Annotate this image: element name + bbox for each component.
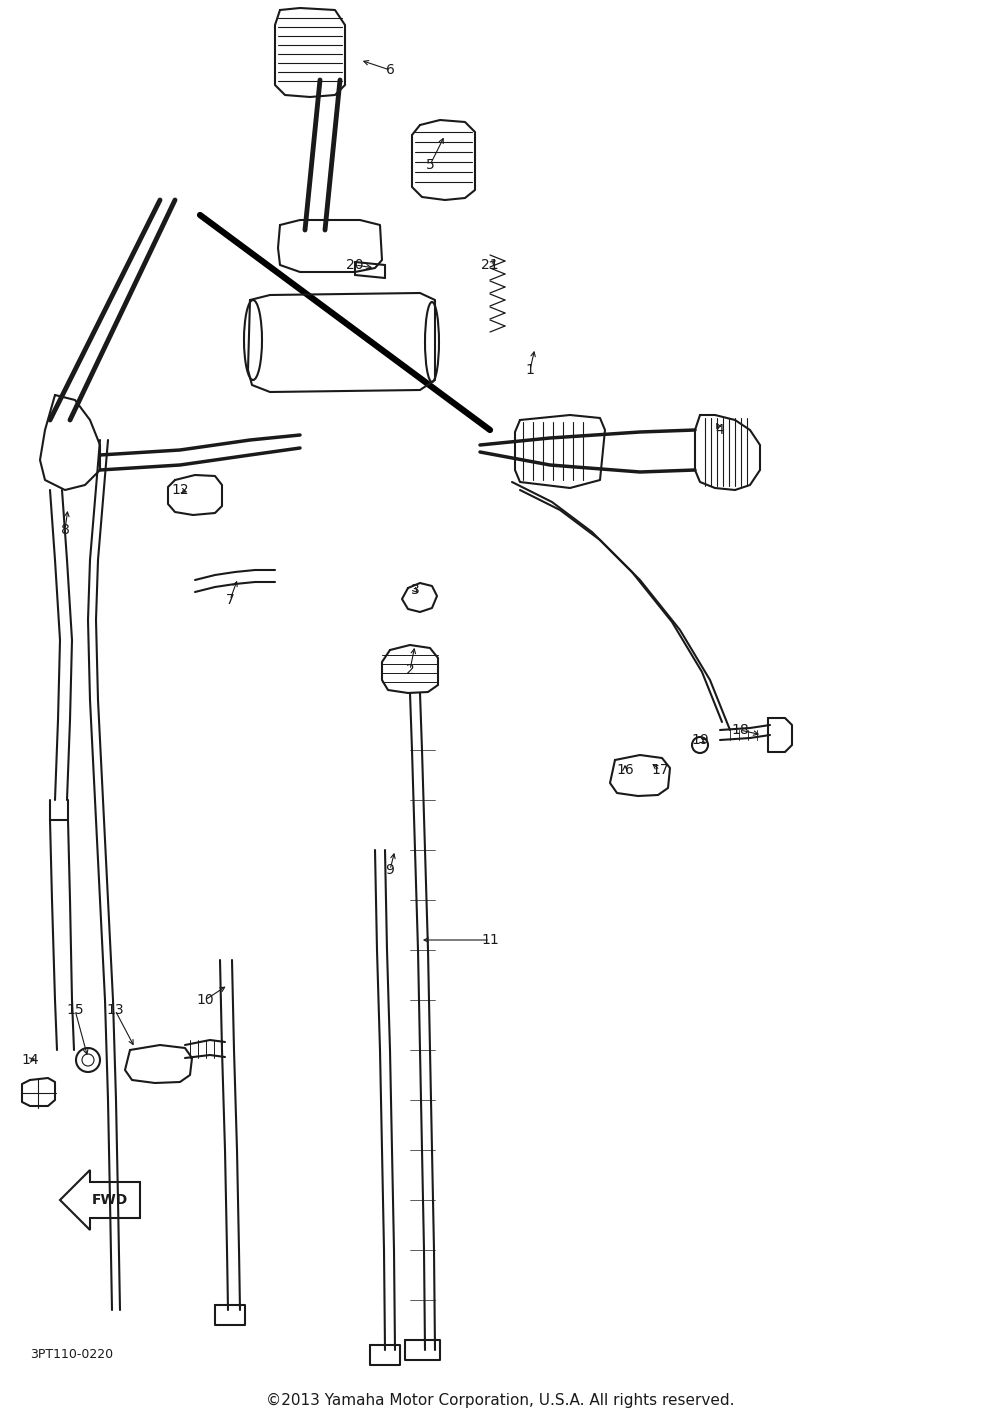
Text: 20: 20 — [346, 258, 364, 273]
Text: 13: 13 — [106, 1003, 124, 1017]
Text: 3: 3 — [411, 584, 419, 596]
Text: 12: 12 — [171, 482, 189, 497]
Text: 16: 16 — [616, 763, 634, 776]
Text: 8: 8 — [61, 524, 69, 537]
Text: 2: 2 — [406, 664, 414, 676]
Text: 11: 11 — [481, 933, 499, 948]
Text: 21: 21 — [481, 258, 499, 273]
Text: 9: 9 — [386, 863, 394, 878]
Text: 15: 15 — [66, 1003, 84, 1017]
Text: 14: 14 — [21, 1053, 39, 1067]
Text: 18: 18 — [731, 723, 749, 736]
Text: ©2013 Yamaha Motor Corporation, U.S.A. All rights reserved.: ©2013 Yamaha Motor Corporation, U.S.A. A… — [266, 1393, 734, 1407]
Text: 17: 17 — [651, 763, 669, 776]
Text: 3PT110-0220: 3PT110-0220 — [30, 1349, 113, 1361]
Text: 4: 4 — [716, 422, 724, 437]
Text: 1: 1 — [526, 362, 534, 377]
Text: 19: 19 — [691, 733, 709, 746]
Text: 5: 5 — [426, 158, 434, 173]
Text: 7: 7 — [226, 594, 234, 606]
Text: 10: 10 — [196, 993, 214, 1007]
Text: 6: 6 — [386, 63, 394, 77]
Text: FWD: FWD — [92, 1193, 128, 1207]
